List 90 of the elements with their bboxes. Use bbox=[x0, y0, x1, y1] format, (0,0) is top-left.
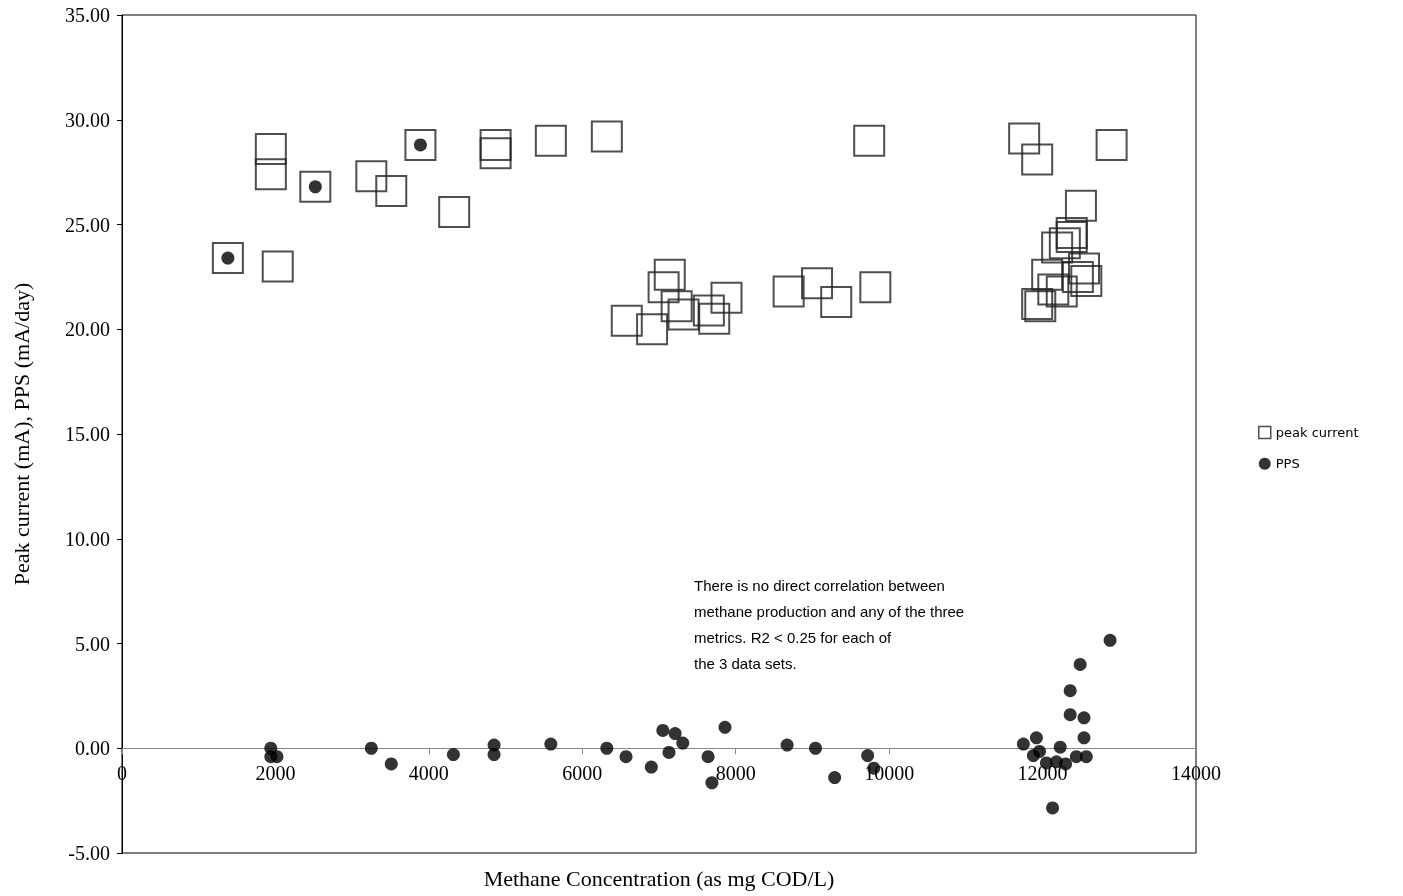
point bbox=[1061, 260, 1094, 293]
point bbox=[590, 120, 623, 153]
x-tick-label: 2000 bbox=[255, 762, 296, 784]
point bbox=[1037, 273, 1070, 306]
point bbox=[701, 750, 715, 764]
point bbox=[1095, 128, 1128, 161]
point bbox=[692, 294, 725, 327]
point bbox=[384, 757, 398, 771]
y-tick-label: 35.00 bbox=[65, 4, 110, 26]
point bbox=[1064, 189, 1097, 222]
point bbox=[698, 302, 731, 335]
point bbox=[1063, 684, 1077, 698]
legend-label: PPS bbox=[1275, 456, 1300, 472]
x-tick-label: 14000 bbox=[1171, 762, 1221, 784]
y-tick-label: -5.00 bbox=[68, 842, 110, 864]
point bbox=[1077, 731, 1091, 745]
point bbox=[710, 281, 743, 314]
point bbox=[1079, 750, 1093, 764]
point bbox=[667, 298, 700, 331]
point bbox=[1026, 749, 1040, 763]
annotation: There is no direct correlation between methane production and any of the three metrics. R2 < 0.25 for each of the 3 data sets. bbox=[694, 576, 965, 672]
x-tick-label: 6000 bbox=[562, 762, 603, 784]
x-tick-label: 12000 bbox=[1017, 762, 1068, 784]
point bbox=[1068, 252, 1100, 285]
point bbox=[1063, 708, 1077, 722]
point bbox=[355, 160, 388, 193]
x-tick-label: 4000 bbox=[408, 762, 449, 784]
x-tick-label: 8000 bbox=[715, 762, 756, 784]
point bbox=[828, 771, 842, 785]
point bbox=[299, 170, 332, 203]
point bbox=[780, 738, 794, 752]
point bbox=[1041, 231, 1074, 264]
point bbox=[1103, 633, 1117, 647]
point bbox=[438, 195, 471, 228]
point bbox=[1077, 711, 1091, 725]
y-tick-label: 30.00 bbox=[65, 108, 110, 131]
point bbox=[1048, 227, 1081, 260]
point bbox=[404, 128, 437, 161]
point bbox=[619, 750, 633, 764]
point bbox=[1070, 265, 1103, 298]
point bbox=[1029, 731, 1043, 745]
point bbox=[656, 723, 670, 737]
point bbox=[660, 290, 693, 323]
point bbox=[859, 271, 892, 304]
point bbox=[1021, 143, 1054, 176]
point bbox=[676, 736, 690, 750]
point bbox=[1046, 801, 1060, 815]
point bbox=[544, 737, 558, 751]
y-axis-title: Peak current (mA), PPS (mA/day) bbox=[8, 282, 34, 586]
point bbox=[270, 750, 284, 764]
point bbox=[446, 748, 460, 762]
point bbox=[254, 133, 287, 166]
point bbox=[853, 124, 886, 157]
point bbox=[820, 286, 853, 319]
point bbox=[261, 250, 294, 283]
point bbox=[487, 748, 501, 762]
x-axis-title: Methane Concentration (as mg COD/L) bbox=[483, 865, 835, 891]
point bbox=[636, 313, 669, 346]
point bbox=[644, 760, 658, 774]
point bbox=[1031, 258, 1064, 291]
point bbox=[479, 128, 512, 161]
point bbox=[1016, 737, 1030, 751]
point bbox=[479, 137, 512, 170]
point bbox=[254, 158, 287, 191]
point bbox=[809, 741, 822, 755]
point bbox=[1053, 740, 1067, 754]
point bbox=[1045, 275, 1078, 308]
point bbox=[861, 749, 875, 763]
point bbox=[653, 258, 686, 291]
legend-label: peak current bbox=[1275, 425, 1359, 440]
point bbox=[610, 304, 643, 337]
point bbox=[647, 271, 680, 304]
y-tick-label: 10.00 bbox=[65, 527, 110, 550]
point bbox=[211, 242, 244, 275]
point bbox=[364, 741, 378, 755]
point bbox=[668, 727, 682, 741]
point bbox=[375, 174, 408, 207]
y-tick-label: 0.00 bbox=[75, 737, 110, 760]
point bbox=[1073, 657, 1087, 671]
point bbox=[772, 275, 805, 308]
point bbox=[534, 124, 567, 157]
point bbox=[801, 267, 834, 300]
point bbox=[600, 741, 614, 755]
y-tick-label: 15.00 bbox=[65, 423, 110, 445]
point bbox=[662, 745, 676, 759]
y-tick-label: 25.00 bbox=[65, 213, 110, 236]
point bbox=[1008, 122, 1041, 155]
y-tick-label: 5.00 bbox=[75, 632, 110, 655]
y-tick-label: 20.00 bbox=[65, 318, 110, 341]
point bbox=[718, 720, 732, 734]
